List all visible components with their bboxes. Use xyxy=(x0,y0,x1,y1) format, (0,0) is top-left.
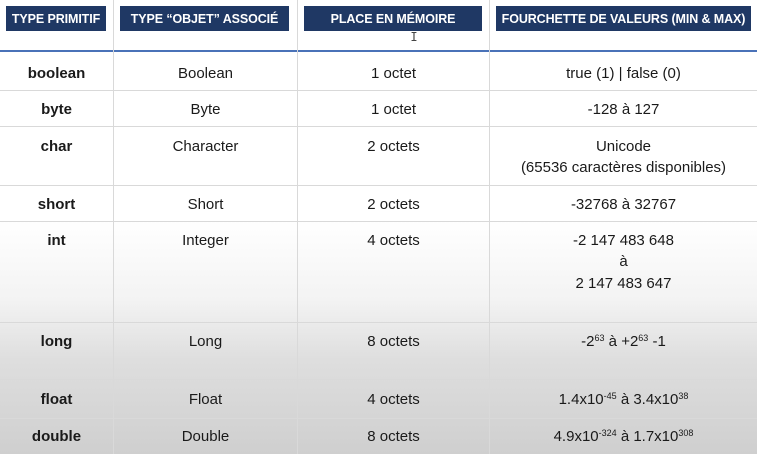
wrapper-type: Character xyxy=(172,138,239,155)
range-suffix: -1 xyxy=(648,333,666,350)
wrapper-type: Long xyxy=(188,333,223,350)
range-base-min: -2 xyxy=(581,333,595,350)
memory-size: 8 octets xyxy=(367,333,420,350)
wrapper-type: Boolean xyxy=(177,65,234,82)
memory-size: 4 octets xyxy=(367,391,420,408)
primitive-type: float xyxy=(40,391,73,408)
range-exponent-max: 38 xyxy=(678,391,689,401)
row-divider xyxy=(0,322,757,323)
memory-size: 8 octets xyxy=(367,428,420,445)
range-exponent-min: -324 xyxy=(598,428,617,438)
value-range-line1: Unicode xyxy=(595,138,652,155)
wrapper-type: Double xyxy=(181,428,230,445)
header-primitive-type: TYPE PRIMITIF xyxy=(6,6,106,31)
memory-size: 2 octets xyxy=(367,196,420,213)
wrapper-type: Short xyxy=(187,196,224,213)
value-range-max: 2 147 483 647 xyxy=(575,275,672,292)
primitive-type: double xyxy=(31,428,82,445)
column-divider xyxy=(113,0,114,454)
column-divider xyxy=(297,0,298,454)
value-range-line2: (65536 caractères disponibles) xyxy=(520,159,727,176)
value-range: 4.9x10-324 à 1.7x10308 xyxy=(490,426,757,447)
row-divider xyxy=(0,418,757,419)
row-divider xyxy=(0,221,757,222)
value-range: -32768 à 32767 xyxy=(570,196,677,213)
row-divider xyxy=(0,126,757,127)
range-exponent-min: 63 xyxy=(594,333,605,343)
primitive-type: boolean xyxy=(27,65,86,82)
primitive-type: int xyxy=(47,232,66,249)
value-range: 1.4x10-45 à 3.4x1038 xyxy=(490,389,757,410)
header-rule xyxy=(0,50,757,52)
primitive-type: long xyxy=(40,333,73,350)
memory-size: 2 octets xyxy=(367,138,420,155)
range-exponent-max: 63 xyxy=(638,333,649,343)
wrapper-type: Float xyxy=(188,391,223,408)
range-exponent-min: -45 xyxy=(603,391,617,401)
memory-size: 1 octet xyxy=(370,65,417,82)
value-range: true (1) | false (0) xyxy=(566,65,681,82)
memory-size: 4 octets xyxy=(367,232,420,249)
primitive-type: short xyxy=(37,196,76,213)
range-joiner: à 3.4x10 xyxy=(616,391,679,408)
header-memory-size: PLACE EN MÉMOIRE xyxy=(304,6,482,31)
wrapper-type: Integer xyxy=(182,232,229,249)
header-wrapper-type: TYPE “OBJET” ASSOCIÉ xyxy=(120,6,289,31)
value-range: -128 à 127 xyxy=(587,101,660,118)
primitive-type: char xyxy=(40,138,73,155)
value-range-separator: à xyxy=(619,253,628,270)
range-joiner: à +2 xyxy=(604,333,639,350)
row-divider xyxy=(0,185,757,186)
range-exponent-max: 308 xyxy=(678,428,694,438)
column-divider xyxy=(489,0,490,454)
row-divider xyxy=(0,379,757,380)
primitive-type: byte xyxy=(41,101,72,118)
wrapper-type: Byte xyxy=(190,101,221,118)
range-base-min: 4.9x10 xyxy=(553,428,599,445)
value-range: -263 à +263 -1 xyxy=(490,331,757,352)
memory-size: 1 octet xyxy=(370,101,417,118)
range-joiner: à 1.7x10 xyxy=(616,428,679,445)
row-divider xyxy=(0,90,757,91)
header-value-range: FOURCHETTE DE VALEURS (MIN & MAX) xyxy=(496,6,751,31)
text-cursor-icon: I xyxy=(410,30,418,44)
value-range-min: -2 147 483 648 xyxy=(573,232,674,249)
range-base-min: 1.4x10 xyxy=(558,391,604,408)
